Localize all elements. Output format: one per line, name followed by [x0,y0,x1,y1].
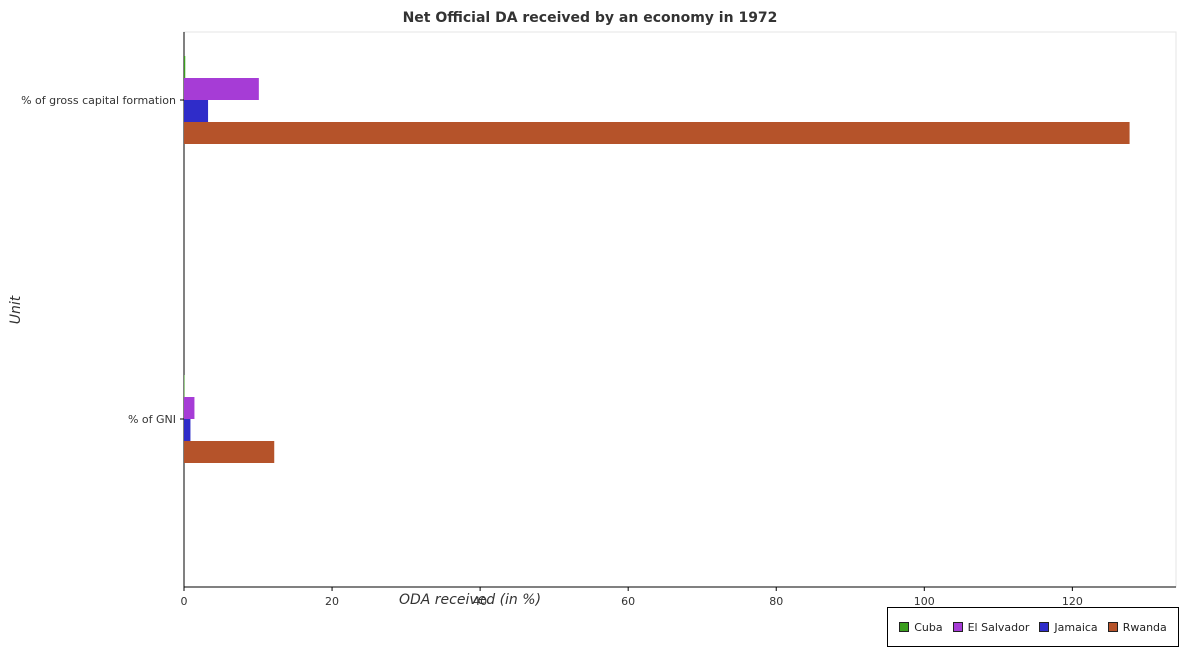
legend-label: Jamaica [1054,620,1098,634]
x-tick-label: 40 [473,595,487,608]
bar-cuba-0 [184,375,185,397]
bars-group [184,56,1130,463]
bar-jamaica-1 [184,100,209,122]
x-tick-label: 80 [769,595,783,608]
bar-jamaica-0 [184,419,191,441]
x-tick-label: 20 [325,595,339,608]
bar-rwanda-1 [184,122,1130,144]
x-axis-label: ODA received (in %) [399,592,541,608]
y-tick-label: % of GNI [128,413,176,426]
plot-area [183,31,1177,588]
legend-swatch [899,622,910,632]
legend-swatch [1107,622,1118,632]
legend-item-jamaica: Jamaica [1039,620,1098,634]
y-ticks-group: % of GNI % of gross capital formation [21,94,184,426]
y-tick-label: % of gross capital formation [21,94,176,107]
x-ticks-group: 0 20 40 60 80 100 120 [181,587,1083,608]
legend: Cuba El Salvador Jamaica Rwanda [887,607,1179,647]
legend-item-el-salvador: El Salvador [952,620,1030,634]
bar-cuba-1 [184,56,186,78]
legend-swatch [1039,622,1050,632]
x-tick-label: 60 [621,595,635,608]
legend-swatch [952,622,963,632]
legend-item-rwanda: Rwanda [1107,620,1167,634]
bar-rwanda-0 [184,441,275,463]
x-tick-label: 0 [181,595,188,608]
x-tick-label: 120 [1062,595,1083,608]
legend-item-cuba: Cuba [899,620,943,634]
legend-label: El Salvador [967,620,1030,634]
bar-el-salvador-1 [184,78,259,100]
x-tick-label: 100 [914,595,935,608]
y-axis-label: Unit [8,295,24,324]
chart-title: Net Official DA received by an economy i… [402,10,778,26]
legend-label: Rwanda [1122,620,1167,634]
legend-label: Cuba [914,620,943,634]
bar-el-salvador-0 [184,397,195,419]
